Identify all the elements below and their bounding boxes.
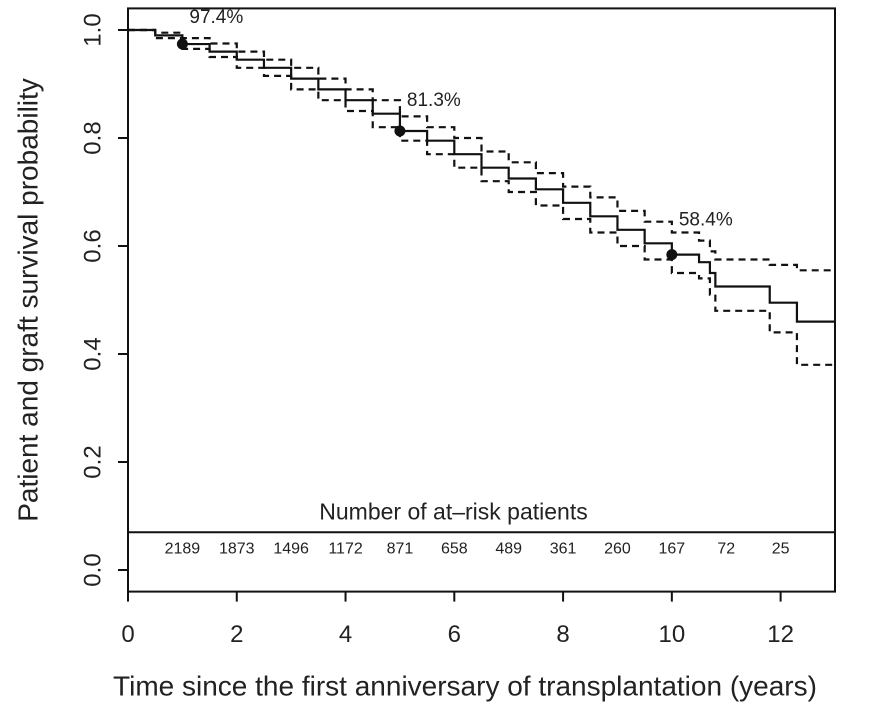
y-tick-label: 1.0	[79, 13, 106, 46]
survival-curve	[128, 28, 835, 366]
milestone-point	[176, 38, 188, 50]
at-risk-count: 489	[495, 540, 522, 557]
milestone-label: 58.4%	[679, 210, 733, 231]
at-risk-count: 658	[441, 540, 468, 557]
at-risk-count: 1873	[219, 540, 255, 557]
at-risk-count: 167	[658, 540, 685, 557]
milestone-label: 97.4%	[189, 7, 243, 28]
at-risk-count: 361	[550, 540, 577, 557]
x-tick-label: 0	[121, 621, 134, 648]
y-tick-label: 0.2	[79, 445, 106, 478]
milestone-label: 81.3%	[407, 90, 461, 111]
at-risk-title: Number of at–risk patients	[319, 498, 587, 524]
x-tick-label: 4	[339, 621, 352, 648]
milestone-point	[394, 125, 406, 137]
at-risk-count: 1172	[328, 540, 363, 557]
x-axis-title: Time since the first anniversary of tran…	[113, 670, 817, 701]
at-risk-count: 1496	[273, 540, 309, 557]
y-tick-label: 0.4	[79, 337, 106, 370]
survival-curve	[128, 28, 835, 323]
x-tick-label: 10	[658, 621, 685, 648]
survival-curve	[128, 28, 835, 272]
x-tick-label: 12	[767, 621, 794, 648]
x-tick-label: 8	[556, 621, 569, 648]
y-tick-label: 0.8	[79, 121, 106, 154]
y-tick-label: 0.6	[79, 229, 106, 262]
at-risk-count: 871	[387, 540, 414, 557]
milestone-point	[666, 249, 678, 261]
plot-frame	[127, 7, 836, 593]
at-risk-count: 72	[717, 540, 735, 557]
x-tick-label: 2	[230, 621, 243, 648]
at-risk-count: 2189	[165, 540, 201, 557]
y-axis-title: Patient and graft survival probability	[12, 78, 43, 522]
at-risk-count: 260	[604, 540, 631, 557]
at-risk-count: 25	[772, 540, 790, 557]
y-tick-label: 0.0	[79, 553, 106, 586]
x-tick-label: 6	[448, 621, 461, 648]
